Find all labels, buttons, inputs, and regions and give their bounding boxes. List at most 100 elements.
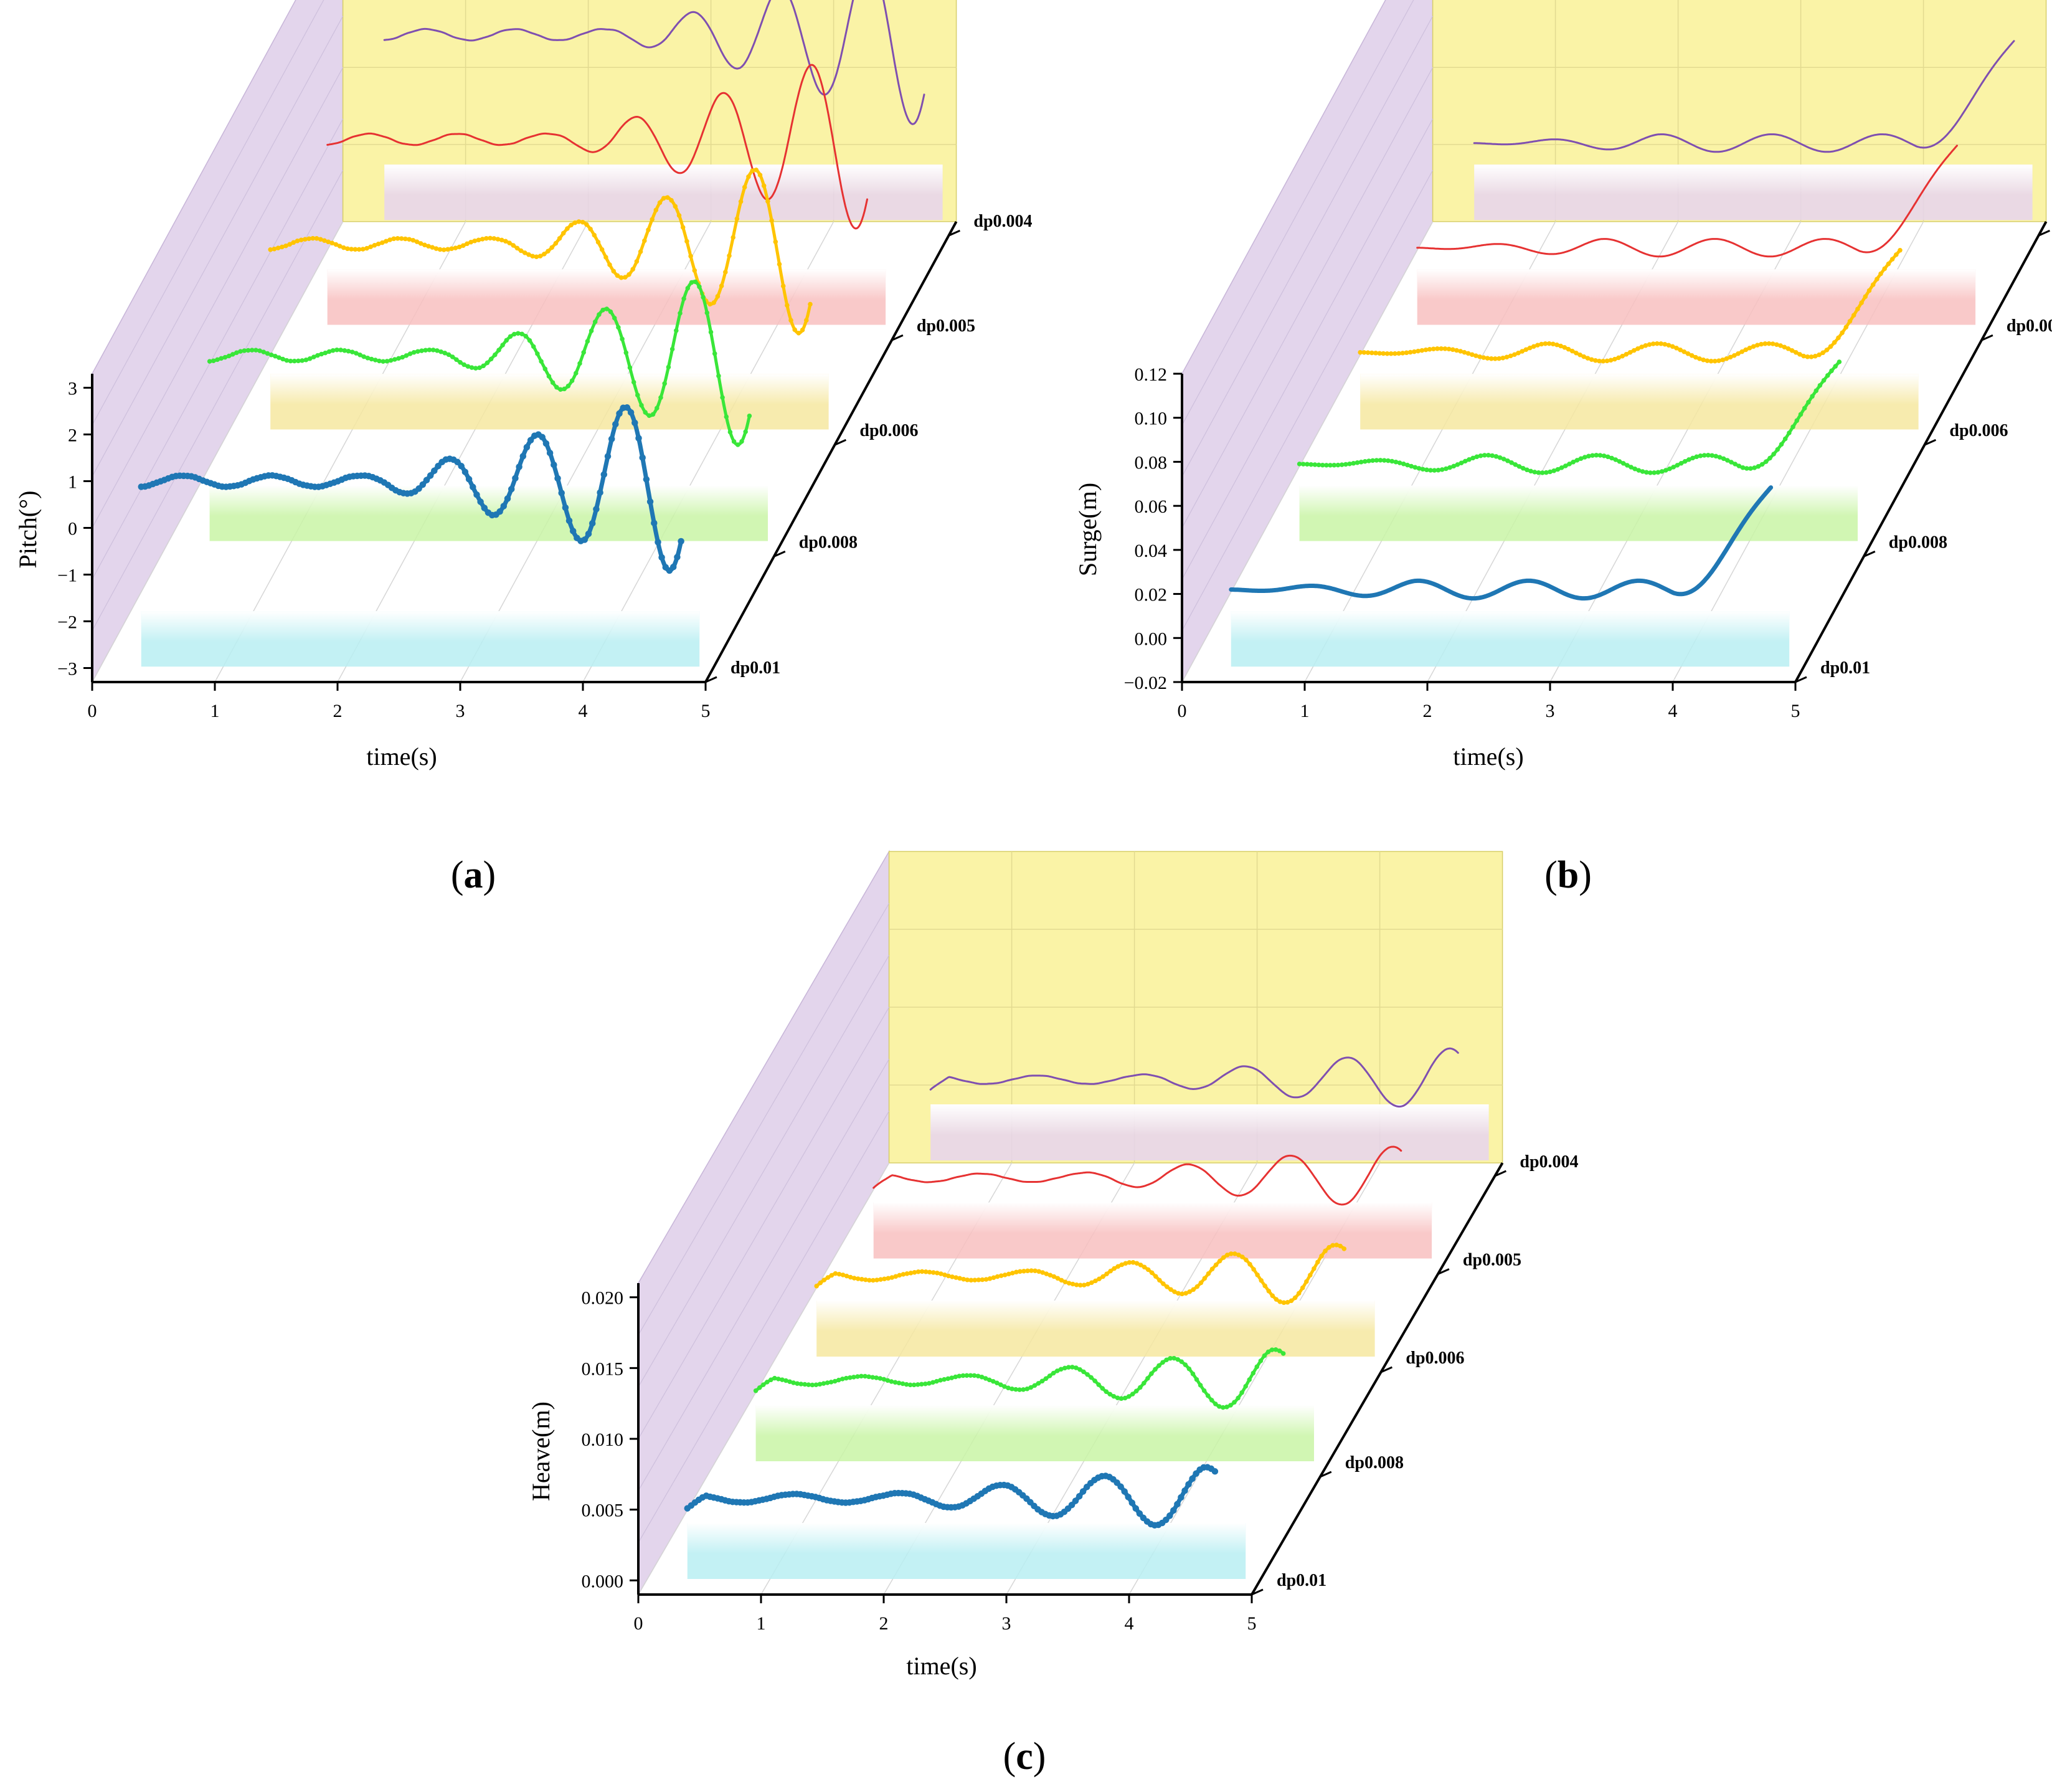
series-point <box>1301 462 1306 467</box>
series-point <box>661 196 666 201</box>
series-point <box>507 240 512 245</box>
series-point <box>1202 1276 1208 1281</box>
series-point <box>773 239 778 245</box>
series-point <box>1028 1385 1034 1390</box>
series-point <box>1262 1283 1267 1289</box>
series-point <box>1496 356 1501 361</box>
series-point <box>1373 351 1378 356</box>
series-point <box>669 346 675 352</box>
series-point <box>1014 1269 1019 1275</box>
series-point <box>1251 1267 1256 1272</box>
wall-grid-line <box>92 67 344 528</box>
series-point <box>1265 1349 1271 1355</box>
series-point <box>600 471 608 478</box>
series-point <box>646 498 654 505</box>
series-band-fade <box>755 1405 1314 1461</box>
series-point <box>435 348 440 353</box>
series-point <box>1797 352 1802 357</box>
series-point <box>859 1277 864 1282</box>
series-point <box>904 1382 909 1387</box>
series-point <box>1119 1262 1125 1268</box>
series-point <box>572 220 578 225</box>
series-line <box>326 64 868 230</box>
series-point <box>1624 352 1629 357</box>
x-tick-label: 2 <box>1423 701 1432 721</box>
series-point <box>423 348 428 353</box>
series-point <box>391 236 397 242</box>
series-point <box>934 1378 939 1384</box>
series-label: dp0.008 <box>1345 1453 1404 1472</box>
series-point <box>1285 1300 1290 1305</box>
series-point <box>1527 345 1533 351</box>
series-point <box>616 325 621 330</box>
series-point <box>1229 1251 1234 1256</box>
series-point <box>1330 1243 1335 1248</box>
series-point <box>1578 456 1584 461</box>
series-point <box>296 358 301 364</box>
series-point <box>1686 457 1691 462</box>
series-label: dp0.004 <box>973 212 1032 231</box>
series-point <box>1384 351 1390 356</box>
series-point <box>438 349 443 354</box>
series-point <box>1444 466 1449 472</box>
series-point <box>592 232 597 238</box>
series-point <box>461 362 466 367</box>
floor-grid-line <box>1181 221 1434 683</box>
series-band-fade <box>1474 164 2033 220</box>
series-point <box>1074 1282 1079 1287</box>
series-point <box>1043 1376 1049 1382</box>
series-point <box>1130 1391 1135 1396</box>
series-point <box>1431 346 1436 351</box>
series-point <box>495 237 501 242</box>
y-tick-label: 0.12 <box>1135 364 1168 385</box>
series-dp0.008 <box>753 1347 1286 1410</box>
series-point <box>730 235 735 240</box>
series-point <box>1428 468 1433 473</box>
series-point <box>551 461 557 468</box>
series-point <box>1221 1255 1226 1260</box>
series-point <box>1532 470 1538 475</box>
series-point <box>1473 353 1478 358</box>
series-point <box>870 1375 875 1380</box>
series-dp0.008 <box>207 279 752 447</box>
series-point <box>753 1388 759 1393</box>
series-point <box>445 247 450 252</box>
series-point <box>1685 351 1691 356</box>
series-point <box>1670 344 1675 349</box>
series-point <box>1156 1363 1161 1368</box>
series-point <box>1427 347 1432 352</box>
series-point <box>1733 462 1738 467</box>
series-point <box>1725 458 1730 463</box>
series-point <box>676 213 682 218</box>
series-point <box>1021 1387 1026 1392</box>
series-point <box>1562 345 1567 350</box>
series-point <box>1824 348 1830 353</box>
series-point <box>1165 1284 1170 1289</box>
series-point <box>1478 453 1483 458</box>
series-point <box>1201 1388 1207 1393</box>
series-point <box>998 1273 1004 1278</box>
series-point <box>387 237 392 242</box>
series-point <box>901 1272 906 1277</box>
series-point <box>855 1374 860 1379</box>
series-band-fade <box>873 1202 1432 1259</box>
series-point <box>623 350 629 356</box>
series-point <box>399 236 404 241</box>
panel-a-chart: dp0.004 dp0.005 dp0.006 dp0.008 dp0.01 0 1 2 3 4 5… <box>14 0 1033 896</box>
series-point <box>423 476 430 484</box>
series-point <box>326 349 332 354</box>
series-point <box>1779 442 1784 447</box>
series-point <box>612 420 619 428</box>
series-point <box>372 243 377 248</box>
x-axis-title: time(s) <box>1453 742 1523 770</box>
depth-axis-line <box>1794 220 2048 683</box>
x-tick-label: 3 <box>1002 1613 1011 1634</box>
series-point <box>1639 344 1644 349</box>
series-point <box>1481 355 1487 360</box>
series-point <box>635 392 640 398</box>
series-point <box>585 530 592 538</box>
series-point <box>639 454 646 461</box>
series-point <box>777 262 782 267</box>
series-point <box>1018 1269 1023 1274</box>
series-point <box>576 219 582 224</box>
